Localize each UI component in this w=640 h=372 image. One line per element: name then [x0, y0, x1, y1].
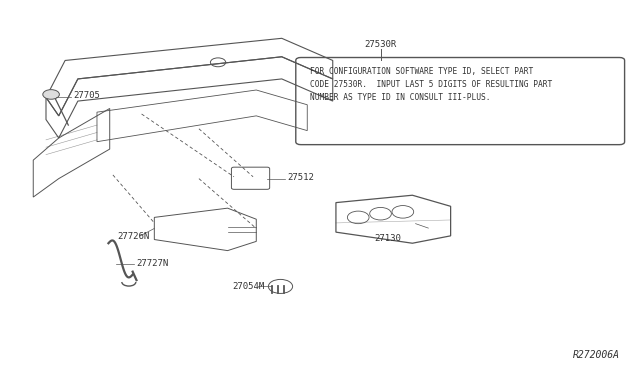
Text: 27726N: 27726N — [117, 232, 150, 241]
Circle shape — [43, 90, 60, 99]
Text: 27054M: 27054M — [232, 282, 264, 291]
Text: R272006A: R272006A — [573, 350, 620, 359]
Text: 27705: 27705 — [74, 92, 100, 100]
Text: 27130: 27130 — [374, 234, 401, 243]
Text: 27512: 27512 — [287, 173, 314, 182]
Text: 27530R: 27530R — [364, 41, 397, 49]
Text: 27727N: 27727N — [136, 259, 168, 268]
Text: FOR CONFIGURATION SOFTWARE TYPE ID, SELECT PART
CODE 27530R.  INPUT LAST 5 DIGIT: FOR CONFIGURATION SOFTWARE TYPE ID, SELE… — [310, 67, 552, 102]
